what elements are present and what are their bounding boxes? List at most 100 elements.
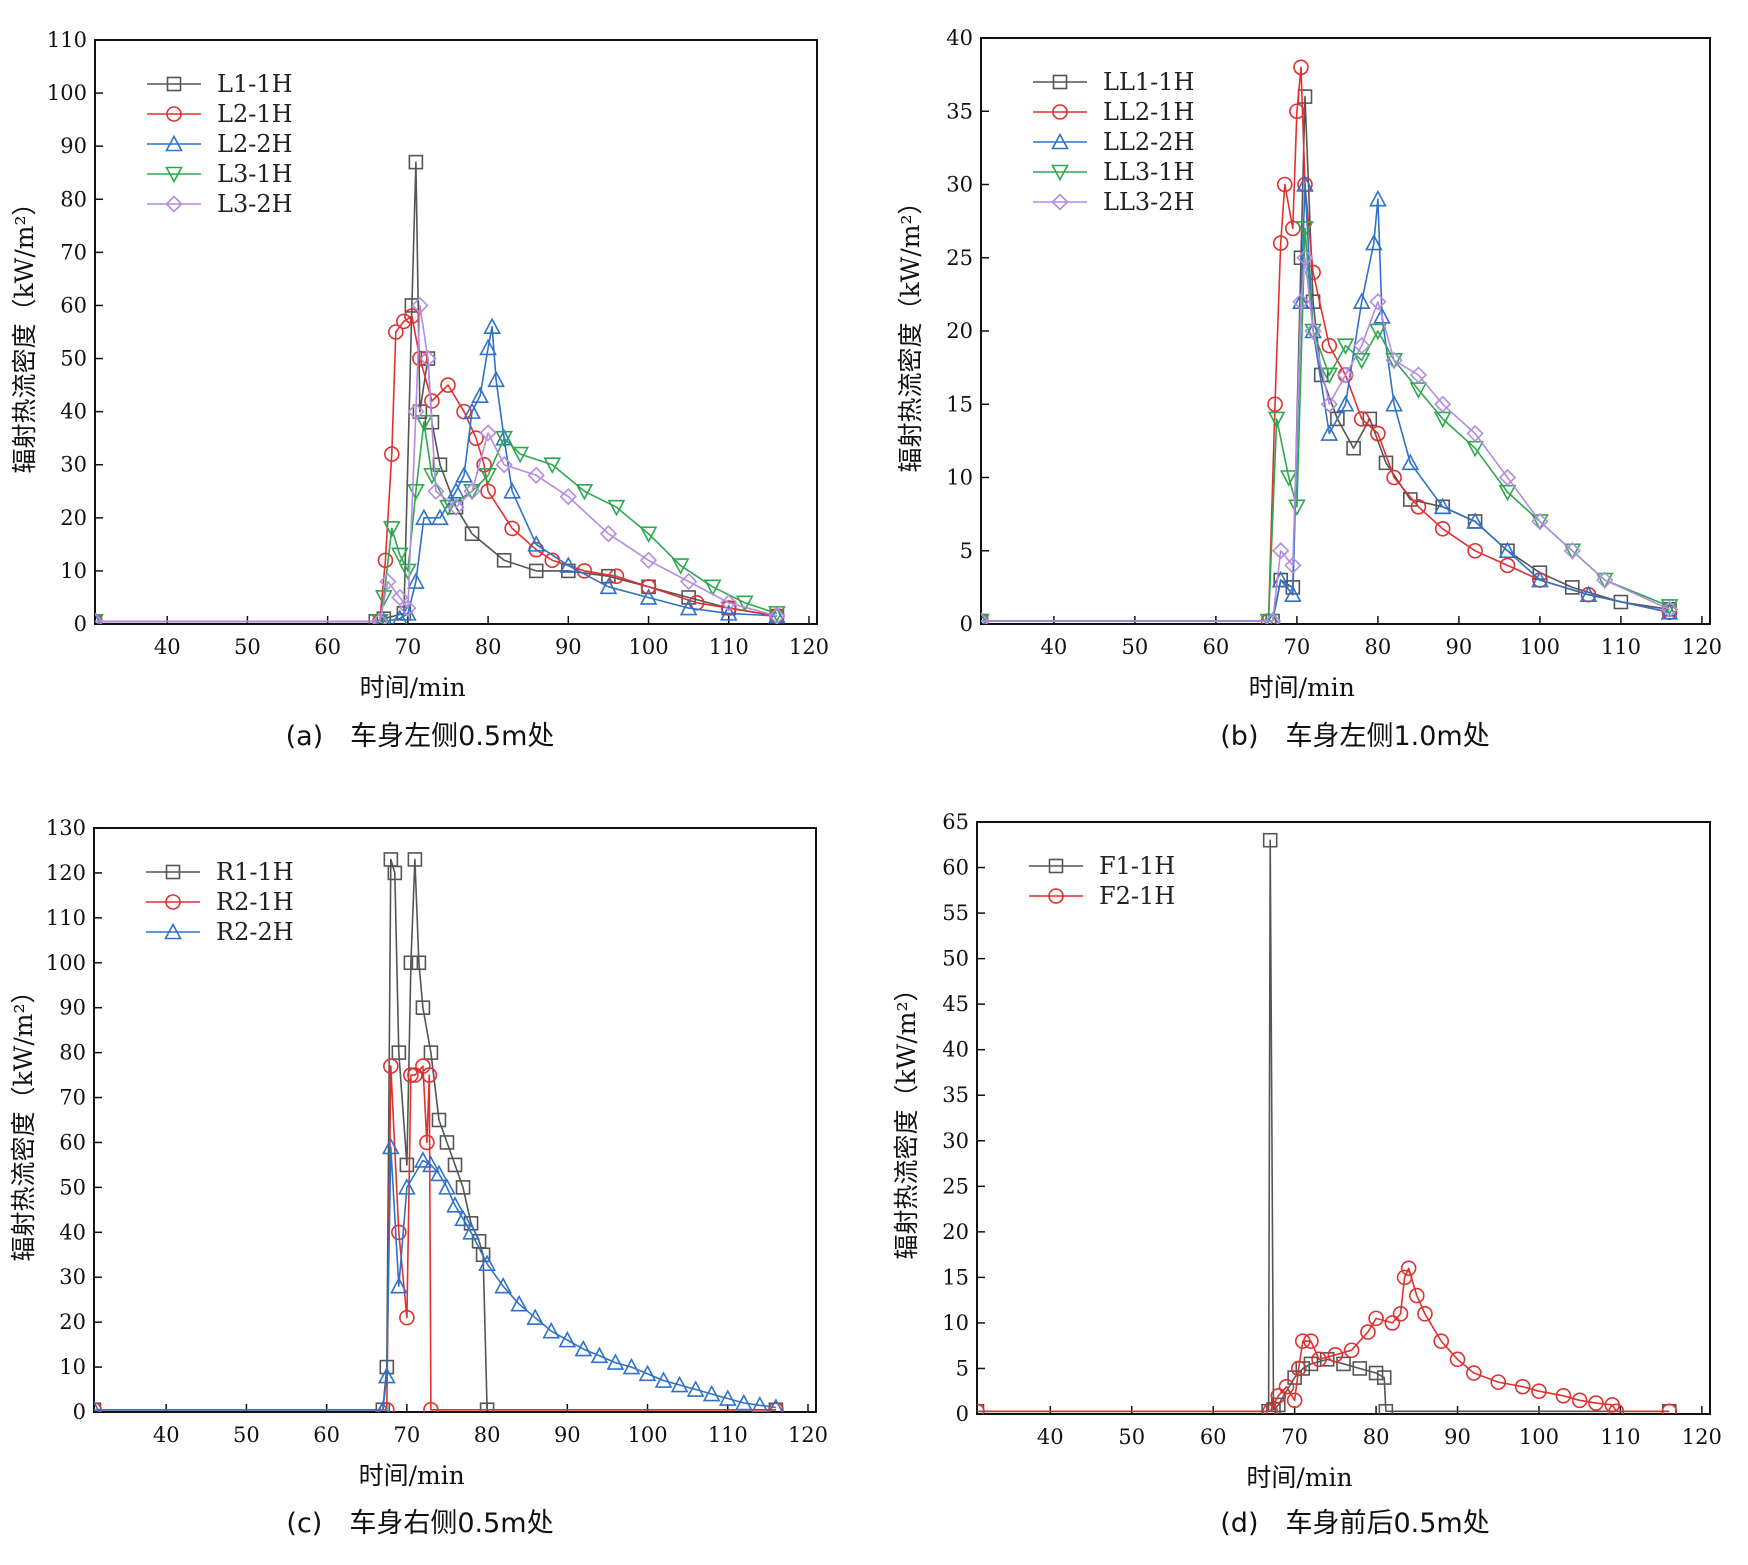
data-point-LL2-2H: [1320, 424, 1339, 441]
data-point-R2-2H: [446, 1196, 464, 1213]
y-axis-label: 辐射热流密度（kW/m²）: [10, 191, 39, 474]
data-point-L1-1H: [432, 457, 448, 473]
data-point-LL3-2H: [1284, 556, 1302, 575]
data-point-LL2-1H: [1353, 411, 1370, 427]
data-point-LL2-2H: [1466, 512, 1484, 529]
series-LL3-1H: [981, 221, 1679, 624]
data-point-F1-1H: [1376, 1370, 1392, 1385]
data-point-L2-2H: [431, 508, 449, 526]
x-tick-label: 60: [313, 1423, 340, 1447]
data-point-F1-1H: [1368, 1365, 1384, 1381]
data-point-L2-1H: [608, 568, 625, 585]
y-tick-label: 100: [47, 81, 87, 105]
data-point-R2-2H: [638, 1364, 657, 1382]
legend-label: LL1-1H: [1103, 68, 1194, 96]
y-tick-label: 10: [946, 466, 973, 490]
data-point-R1-1H: [475, 1247, 491, 1263]
legend-entry-L3-1H: L3-1H: [147, 160, 293, 188]
data-point-L2-2H: [527, 535, 546, 552]
data-point-LL2-1H: [1499, 557, 1516, 574]
legend-entry-R1-1H: R1-1H: [146, 858, 294, 886]
data-point-F2-1H: [1290, 1360, 1307, 1377]
data-point-L1-1H: [496, 552, 512, 568]
data-point-R1-1H: [411, 955, 427, 971]
y-tick-label: 40: [60, 400, 87, 424]
y-tick-label: 110: [47, 28, 87, 52]
data-point-LL3-2H: [981, 612, 990, 624]
y-tick-label: 55: [942, 901, 969, 925]
y-tick-label: 10: [60, 559, 87, 583]
data-point-R2-2H: [686, 1380, 705, 1397]
data-point-LL2-2H: [1531, 570, 1549, 588]
legend-label: F2-1H: [1099, 882, 1175, 910]
data-point-F2-1H: [1278, 1378, 1295, 1395]
y-tick-label: 60: [942, 856, 969, 880]
legend-label: F1-1H: [1099, 852, 1175, 880]
plot-frame: [93, 827, 817, 1413]
data-point-LL2-1H: [1434, 520, 1451, 537]
legend-entry-R2-2H: R2-2H: [146, 918, 294, 946]
data-point-R2-1H: [421, 1067, 438, 1083]
data-point-F2-1H: [1327, 1347, 1344, 1363]
data-point-LL2-2H: [1352, 292, 1371, 310]
series-LL1-1H: [981, 89, 1677, 624]
x-tick-label: 60: [1203, 635, 1230, 659]
data-point-L3-2H: [639, 551, 658, 569]
data-point-R2-2H: [751, 1396, 769, 1412]
y-axis-label: 辐射热流密度（kW/m²）: [896, 190, 925, 473]
x-axis-label: 时间/min: [360, 673, 466, 702]
data-point-R2-2H: [381, 1137, 400, 1155]
data-point-L3-2H: [427, 482, 445, 500]
data-point-L2-2H: [392, 609, 408, 624]
y-tick-label: 50: [59, 1175, 86, 1199]
data-point-R2-2H: [734, 1393, 753, 1411]
legend-entry-LL2-1H: LL2-1H: [1033, 98, 1194, 126]
legend-entry-L1-1H: L1-1H: [147, 70, 293, 98]
data-point-F1-1H: [1378, 1403, 1394, 1414]
data-point-F2-1H: [1555, 1387, 1572, 1404]
series-L2-2H: [95, 317, 786, 624]
series-line-R2-2H: [94, 1146, 777, 1411]
data-point-L3-1H: [607, 499, 626, 517]
data-point-F1-1H: [1266, 1402, 1281, 1414]
series-line-L3-2H: [95, 304, 778, 623]
legend-marker: [165, 195, 183, 213]
data-point-LL3-2H: [1563, 542, 1581, 560]
data-point-R2-1H: [403, 1067, 419, 1083]
data-point-R1-1H: [439, 1135, 455, 1150]
data-point-R2-2H: [670, 1375, 689, 1393]
data-point-R2-2H: [526, 1308, 545, 1325]
series-line-L2-2H: [95, 325, 777, 623]
data-point-F2-1H: [1311, 1351, 1327, 1368]
data-point-R2-1H: [768, 1401, 784, 1412]
x-tick-label: 100: [1519, 1425, 1559, 1449]
data-point-F2-1H: [1286, 1392, 1303, 1409]
legend-marker: [166, 76, 182, 92]
legend-marker: [165, 894, 181, 910]
x-axis-label: 时间/min: [1246, 1463, 1352, 1492]
data-point-L3-1H: [735, 595, 754, 612]
data-point-L1-1H: [404, 298, 420, 313]
data-point-L3-1H: [399, 563, 417, 581]
data-point-LL3-2H: [1596, 571, 1614, 589]
data-point-F2-1H: [1466, 1365, 1482, 1381]
data-point-LL3-2H: [1660, 600, 1679, 618]
data-point-L2-1H: [640, 579, 657, 595]
data-point-L2-1H: [384, 446, 400, 462]
data-point-LL2-2H: [1579, 585, 1598, 603]
legend-label: R2-1H: [216, 888, 294, 916]
data-point-R2-2H: [377, 1366, 396, 1384]
y-tick-label: 35: [946, 99, 973, 123]
chart-panel-d: 40 50 60 70 80 90 100 110 120 0 5 10 15 20 25 30 35 40 45 5…: [892, 810, 1722, 1539]
data-point-R2-1H: [391, 1224, 407, 1241]
legend-marker: [1052, 74, 1068, 90]
data-point-F2-1H: [1531, 1383, 1547, 1400]
x-axis-label: 时间/min: [1249, 673, 1355, 702]
x-tick-label: 70: [1284, 635, 1311, 659]
data-point-F2-1H: [1588, 1395, 1604, 1411]
x-tick-label: 80: [474, 1423, 501, 1447]
data-point-R2-2H: [542, 1321, 561, 1339]
data-point-LL2-2H: [1373, 307, 1391, 324]
y-tick-label: 80: [60, 187, 87, 211]
data-point-R2-2H: [606, 1353, 625, 1370]
